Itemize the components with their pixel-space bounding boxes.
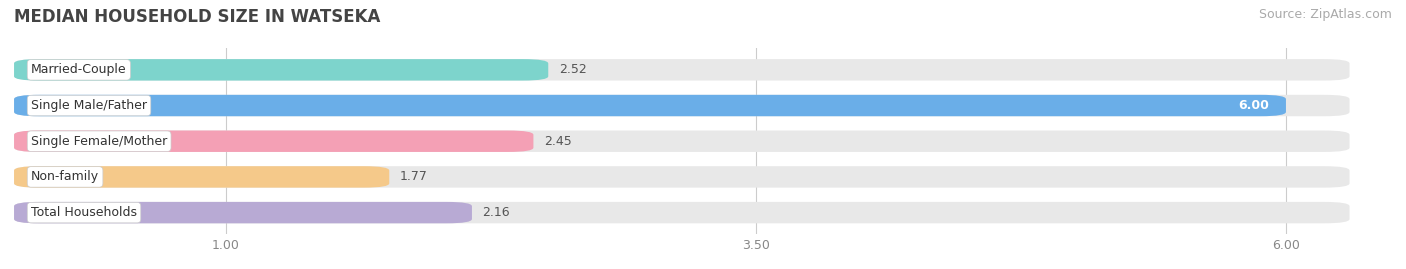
FancyBboxPatch shape — [14, 166, 1350, 188]
Text: MEDIAN HOUSEHOLD SIZE IN WATSEKA: MEDIAN HOUSEHOLD SIZE IN WATSEKA — [14, 8, 381, 26]
Text: Source: ZipAtlas.com: Source: ZipAtlas.com — [1258, 8, 1392, 21]
FancyBboxPatch shape — [14, 166, 389, 188]
FancyBboxPatch shape — [14, 202, 1350, 223]
FancyBboxPatch shape — [14, 202, 472, 223]
Text: Single Male/Father: Single Male/Father — [31, 99, 148, 112]
FancyBboxPatch shape — [14, 95, 1286, 116]
Text: Single Female/Mother: Single Female/Mother — [31, 135, 167, 148]
FancyBboxPatch shape — [14, 95, 1350, 116]
FancyBboxPatch shape — [14, 130, 1350, 152]
FancyBboxPatch shape — [14, 59, 548, 80]
Text: 2.16: 2.16 — [482, 206, 510, 219]
Text: 2.45: 2.45 — [544, 135, 572, 148]
Text: 6.00: 6.00 — [1239, 99, 1270, 112]
FancyBboxPatch shape — [14, 59, 1350, 80]
FancyBboxPatch shape — [14, 130, 533, 152]
Text: Total Households: Total Households — [31, 206, 136, 219]
Text: Married-Couple: Married-Couple — [31, 63, 127, 76]
Text: 1.77: 1.77 — [399, 171, 427, 183]
Text: Non-family: Non-family — [31, 171, 100, 183]
Text: 2.52: 2.52 — [558, 63, 586, 76]
